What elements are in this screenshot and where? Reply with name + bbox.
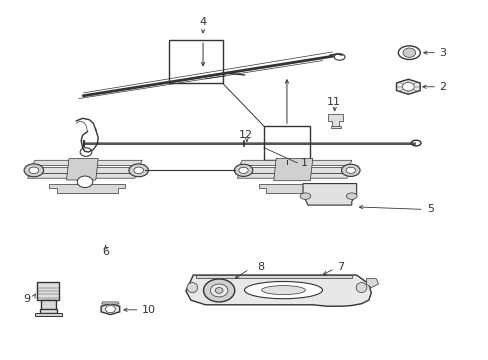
Polygon shape — [195, 275, 351, 278]
Polygon shape — [25, 167, 144, 173]
Text: 4: 4 — [199, 17, 206, 27]
Ellipse shape — [346, 193, 356, 199]
Text: 11: 11 — [326, 97, 340, 107]
Circle shape — [210, 284, 227, 297]
Circle shape — [402, 82, 413, 91]
Ellipse shape — [341, 164, 359, 176]
Polygon shape — [37, 282, 59, 300]
Ellipse shape — [239, 167, 247, 174]
Polygon shape — [239, 160, 351, 166]
Polygon shape — [237, 174, 348, 178]
Polygon shape — [234, 167, 356, 173]
Circle shape — [80, 148, 92, 156]
Polygon shape — [303, 184, 356, 205]
Ellipse shape — [346, 167, 355, 174]
Bar — [264, 126, 310, 160]
Polygon shape — [185, 275, 370, 306]
Ellipse shape — [261, 285, 305, 294]
Ellipse shape — [29, 167, 39, 174]
Circle shape — [105, 306, 115, 313]
Text: 1: 1 — [300, 158, 307, 168]
Polygon shape — [32, 160, 142, 166]
Text: 10: 10 — [142, 305, 156, 315]
Text: 6: 6 — [102, 247, 109, 257]
Circle shape — [203, 279, 234, 302]
Ellipse shape — [186, 283, 197, 293]
Ellipse shape — [234, 164, 252, 176]
Ellipse shape — [410, 140, 420, 146]
Text: 9: 9 — [23, 294, 30, 304]
Polygon shape — [101, 303, 120, 315]
Text: 5: 5 — [427, 204, 433, 215]
Text: 8: 8 — [257, 262, 264, 272]
Polygon shape — [366, 279, 378, 288]
Circle shape — [77, 176, 93, 188]
Polygon shape — [259, 184, 334, 193]
Text: 3: 3 — [439, 48, 446, 58]
Polygon shape — [102, 302, 119, 304]
Ellipse shape — [24, 164, 43, 177]
Polygon shape — [273, 158, 312, 181]
Polygon shape — [396, 79, 419, 94]
Ellipse shape — [398, 46, 419, 59]
Bar — [168, 40, 222, 83]
Text: 2: 2 — [439, 82, 446, 92]
Ellipse shape — [244, 282, 322, 299]
Text: 7: 7 — [336, 262, 344, 272]
Ellipse shape — [355, 283, 366, 293]
Polygon shape — [35, 313, 61, 316]
Text: 12: 12 — [239, 130, 252, 140]
Ellipse shape — [300, 193, 310, 199]
Ellipse shape — [129, 164, 148, 177]
Polygon shape — [328, 114, 342, 127]
Circle shape — [402, 48, 415, 57]
Polygon shape — [66, 158, 98, 180]
Ellipse shape — [333, 54, 344, 60]
Polygon shape — [40, 309, 57, 314]
Ellipse shape — [134, 167, 143, 174]
Polygon shape — [330, 126, 340, 128]
Polygon shape — [41, 300, 56, 310]
Circle shape — [215, 288, 223, 293]
Polygon shape — [49, 184, 125, 193]
Polygon shape — [27, 174, 137, 178]
